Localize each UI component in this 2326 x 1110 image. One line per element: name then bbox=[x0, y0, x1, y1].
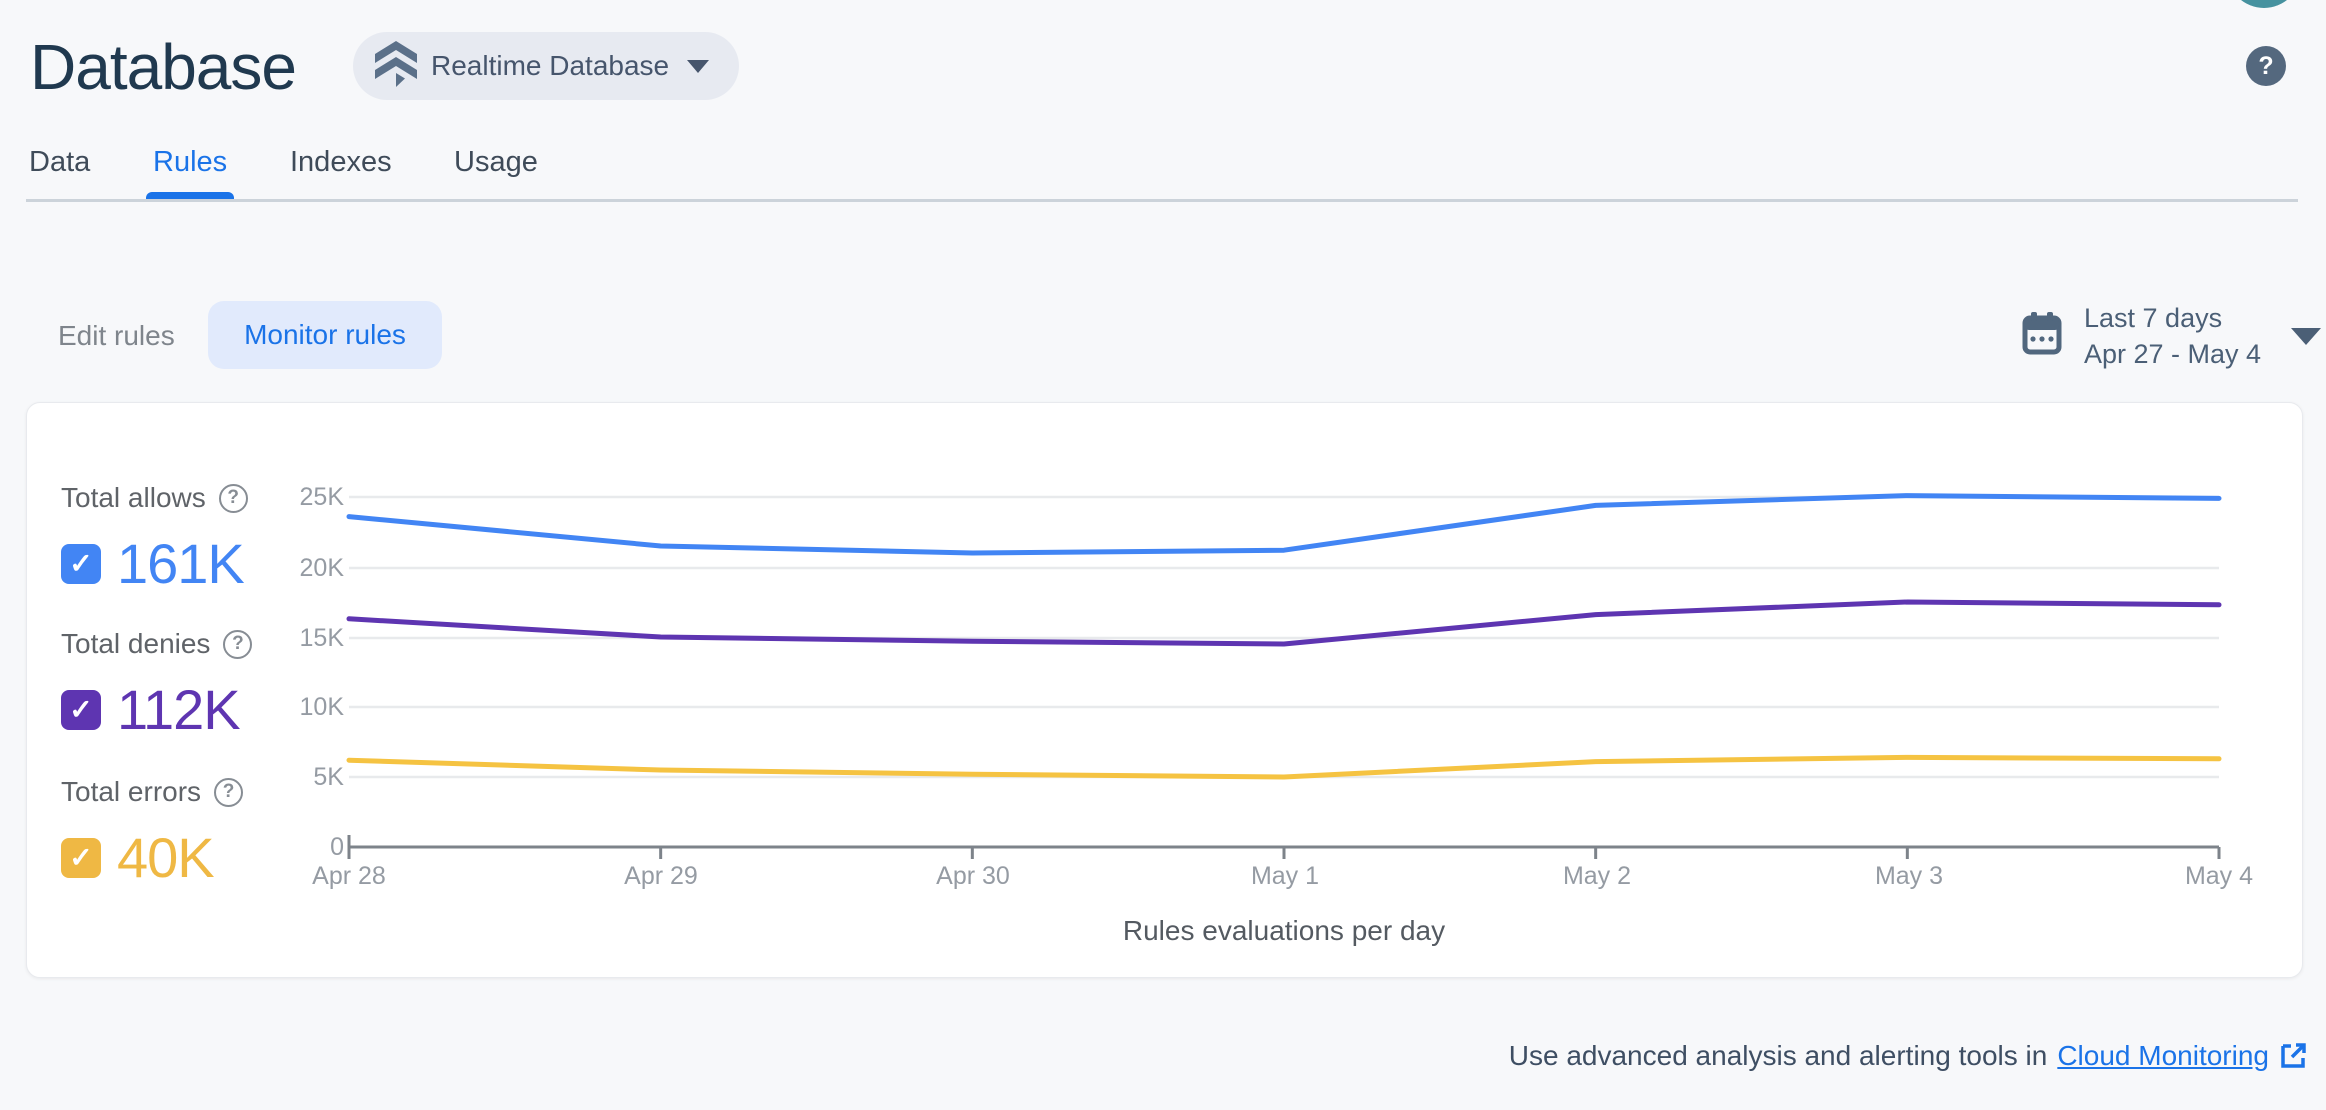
chart-caption: Rules evaluations per day bbox=[1122, 915, 1446, 946]
monitor-rules-button[interactable]: Monitor rules bbox=[208, 301, 442, 369]
page-title: Database bbox=[30, 31, 297, 103]
realtime-database-icon bbox=[375, 40, 417, 92]
x-axis-tick: May 2 bbox=[1562, 862, 1632, 890]
line-total-denies bbox=[346, 599, 2222, 647]
line-total-allows bbox=[346, 493, 2222, 556]
line-total-errors bbox=[346, 754, 2222, 780]
user-avatar[interactable] bbox=[2227, 0, 2301, 8]
calendar-icon bbox=[2022, 311, 2062, 361]
tab-usage[interactable]: Usage bbox=[454, 146, 538, 178]
date-range-preset: Last 7 days bbox=[2084, 303, 2223, 333]
help-icon[interactable]: ? bbox=[218, 483, 248, 513]
x-axis-tick: May 3 bbox=[1874, 862, 1944, 890]
external-link-icon bbox=[2279, 1042, 2307, 1070]
legend-total-denies: Total denies ? ✓ 112K bbox=[61, 627, 253, 742]
footer-note: Use advanced analysis and alerting tools… bbox=[1509, 1040, 2307, 1072]
footer-text: Use advanced analysis and alerting tools… bbox=[1508, 1040, 2048, 1071]
edit-rules-button[interactable]: Edit rules bbox=[58, 320, 175, 351]
legend-total-allows: Total allows ? ✓ 161K bbox=[61, 481, 248, 596]
database-product-selector[interactable]: Realtime Database bbox=[353, 32, 740, 100]
total-denies-label: Total denies bbox=[61, 628, 211, 659]
tab-divider bbox=[26, 199, 2298, 202]
y-axis-tick: 0 bbox=[330, 833, 344, 861]
total-denies-checkbox[interactable]: ✓ bbox=[61, 689, 101, 730]
x-axis-tick: Apr 29 bbox=[624, 862, 698, 890]
tab-rules[interactable]: Rules bbox=[153, 146, 228, 178]
cloud-monitoring-link[interactable]: Cloud Monitoring bbox=[2057, 1040, 2269, 1071]
total-errors-value: 40K bbox=[117, 826, 215, 889]
total-denies-value: 112K bbox=[117, 678, 241, 741]
total-allows-label: Total allows bbox=[61, 482, 206, 513]
help-icon[interactable]: ? bbox=[214, 777, 244, 807]
rules-monitoring-card: Total allows ? ✓ 161K Total denies ? ✓ 1… bbox=[26, 402, 2303, 978]
total-allows-checkbox[interactable]: ✓ bbox=[61, 543, 101, 584]
rules-evaluations-chart bbox=[346, 493, 2222, 859]
legend-total-errors: Total errors ? ✓ 40K bbox=[61, 775, 244, 890]
chevron-down-icon bbox=[687, 59, 710, 73]
y-axis-tick: 20K bbox=[299, 554, 344, 582]
help-icon[interactable]: ? bbox=[223, 629, 253, 659]
chevron-down-icon bbox=[2291, 327, 2322, 345]
help-icon[interactable]: ? bbox=[2246, 46, 2286, 86]
x-axis-tick: Apr 28 bbox=[312, 862, 386, 890]
y-axis-tick: 25K bbox=[299, 483, 344, 511]
y-axis-tick: 15K bbox=[299, 624, 344, 652]
y-axis-tick: 10K bbox=[299, 693, 344, 721]
tab-indexes[interactable]: Indexes bbox=[290, 146, 392, 178]
database-product-label: Realtime Database bbox=[431, 50, 670, 81]
x-axis-tick: May 1 bbox=[1250, 862, 1320, 890]
x-axis-tick: Apr 30 bbox=[936, 862, 1010, 890]
total-errors-label: Total errors bbox=[61, 776, 202, 807]
total-allows-value: 161K bbox=[117, 532, 245, 595]
total-errors-checkbox[interactable]: ✓ bbox=[61, 837, 101, 878]
date-range-picker[interactable]: Last 7 days Apr 27 - May 4 bbox=[2022, 300, 2322, 372]
x-axis-tick: May 4 bbox=[2184, 862, 2254, 890]
tab-data[interactable]: Data bbox=[29, 146, 91, 178]
active-tab-indicator bbox=[146, 192, 234, 202]
date-range-dates: Apr 27 - May 4 bbox=[2084, 339, 2262, 369]
y-axis-tick: 5K bbox=[313, 763, 344, 791]
